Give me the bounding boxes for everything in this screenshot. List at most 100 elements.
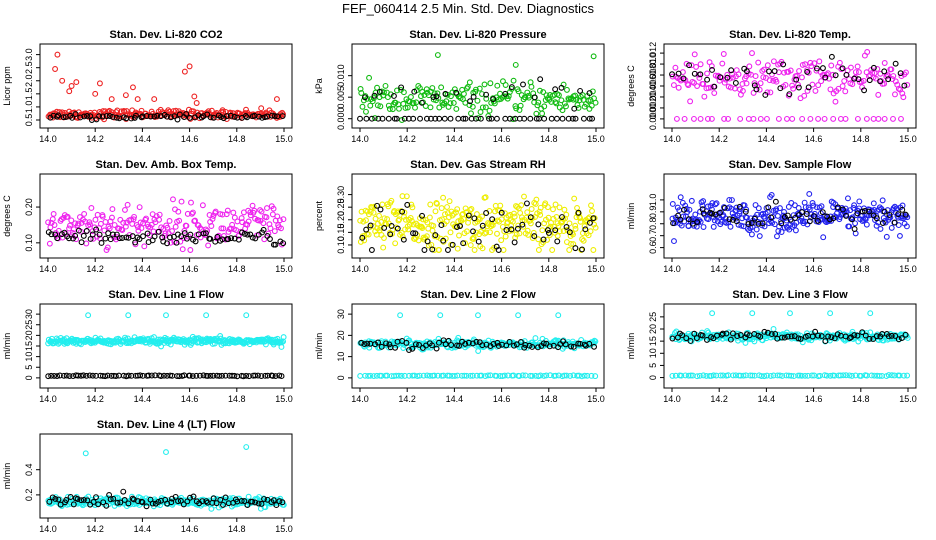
- data-point-blue: [704, 203, 711, 210]
- data-point-magenta: [249, 202, 256, 209]
- data-point-black: [187, 231, 194, 238]
- data-point-black: [90, 499, 97, 505]
- data-point-black: [145, 372, 152, 379]
- data-point-blue: [725, 219, 732, 226]
- data-point-green: [358, 90, 365, 96]
- data-point-black: [222, 494, 229, 501]
- data-point-outlier: [512, 61, 519, 68]
- data-point-cyan-low: [357, 373, 364, 379]
- data-point-black-high: [502, 90, 509, 97]
- data-point-outlier: [273, 96, 280, 103]
- data-point-black: [81, 113, 88, 120]
- data-point-black: [540, 236, 547, 243]
- data-point-outlier: [787, 310, 793, 317]
- data-point-green: [479, 104, 486, 111]
- chart-title: Stan. Dev. Amb. Box Temp.: [96, 159, 237, 171]
- data-point-magenta: [156, 216, 162, 223]
- y-tick-label: 3.0: [24, 48, 34, 61]
- data-point-outlier: [59, 77, 66, 84]
- data-point-magenta: [875, 91, 882, 98]
- data-point-magenta-zero: [815, 115, 822, 122]
- data-point-outlier: [203, 312, 210, 319]
- data-point-cyan-low: [672, 372, 679, 379]
- data-point-magenta: [45, 219, 52, 226]
- plot-frame: [351, 173, 605, 259]
- y-tick-label: 0.000: [648, 108, 658, 131]
- data-point-magenta: [114, 234, 120, 241]
- data-point-yellow: [440, 194, 447, 201]
- data-point-yellow: [419, 225, 426, 231]
- data-point-blue: [776, 205, 783, 212]
- data-point-cyan-low: [431, 372, 438, 379]
- data-point-magenta: [134, 224, 141, 230]
- data-point-yellow: [407, 215, 414, 221]
- data-point-yellow: [535, 247, 542, 253]
- data-point-black: [139, 372, 146, 379]
- data-point-black: [442, 341, 449, 348]
- data-point-black: [736, 203, 743, 210]
- data-point-black: [163, 113, 170, 120]
- data-point-yellow: [537, 211, 544, 218]
- data-point-yellow: [408, 201, 415, 208]
- data-point-yellow: [376, 212, 382, 219]
- data-point-green: [552, 99, 559, 106]
- data-point-black: [781, 213, 788, 220]
- data-point-black: [870, 336, 877, 342]
- data-point-blue: [713, 200, 720, 207]
- data-point-outlier: [193, 100, 200, 106]
- data-point-black: [61, 229, 68, 236]
- data-point-green: [500, 78, 506, 85]
- data-point-blue: [778, 229, 785, 235]
- data-point-red: [165, 107, 172, 114]
- data-point-black: [164, 240, 171, 247]
- data-point-black: [279, 499, 286, 506]
- data-point-cyan: [455, 334, 462, 341]
- data-point-yellow: [562, 215, 569, 222]
- data-point-magenta: [169, 228, 175, 234]
- data-point-blue: [688, 197, 695, 204]
- data-point-yellow: [454, 206, 461, 213]
- data-point-yellow: [470, 234, 477, 241]
- data-point-green: [357, 85, 364, 92]
- data-point-blue: [774, 212, 781, 219]
- data-point-yellow: [420, 216, 426, 223]
- data-point-black: [138, 114, 145, 121]
- data-point-black: [116, 235, 123, 242]
- data-point-black: [217, 496, 224, 503]
- data-point-black-low: [455, 115, 462, 122]
- data-point-magenta: [789, 82, 796, 89]
- data-point-magenta: [181, 227, 188, 234]
- data-point-yellow: [551, 229, 558, 236]
- data-point-black: [225, 236, 232, 243]
- data-point-green: [392, 99, 399, 106]
- data-point-cyan: [245, 493, 252, 500]
- data-point-black: [154, 112, 161, 119]
- data-point-black: [272, 373, 279, 379]
- data-point-black: [768, 331, 775, 338]
- x-tick-label: 14.0: [351, 134, 369, 144]
- data-point-yellow: [587, 228, 594, 235]
- data-point-green: [402, 105, 409, 111]
- data-point-black: [117, 499, 124, 506]
- data-point-black-low: [502, 115, 509, 122]
- data-point-black: [223, 113, 230, 120]
- data-point-black: [748, 220, 755, 227]
- data-point-black: [778, 220, 785, 227]
- data-point-black: [779, 334, 785, 341]
- data-point-yellow: [426, 214, 433, 221]
- data-point-green: [525, 94, 532, 101]
- data-point-yellow: [399, 233, 406, 240]
- data-point-yellow: [410, 221, 417, 228]
- data-point-black: [381, 224, 388, 231]
- data-point-green: [541, 103, 548, 110]
- data-point-green: [398, 117, 405, 123]
- data-point-green: [377, 103, 384, 110]
- data-point-yellow: [434, 200, 440, 207]
- x-tick-label: 14.4: [446, 394, 464, 404]
- data-point-green: [482, 104, 489, 111]
- data-point-black: [189, 373, 196, 379]
- data-point-black: [109, 113, 116, 120]
- data-point-black: [449, 241, 456, 248]
- y-tick-label: 0.8: [648, 217, 658, 230]
- data-point-outlier: [827, 310, 834, 317]
